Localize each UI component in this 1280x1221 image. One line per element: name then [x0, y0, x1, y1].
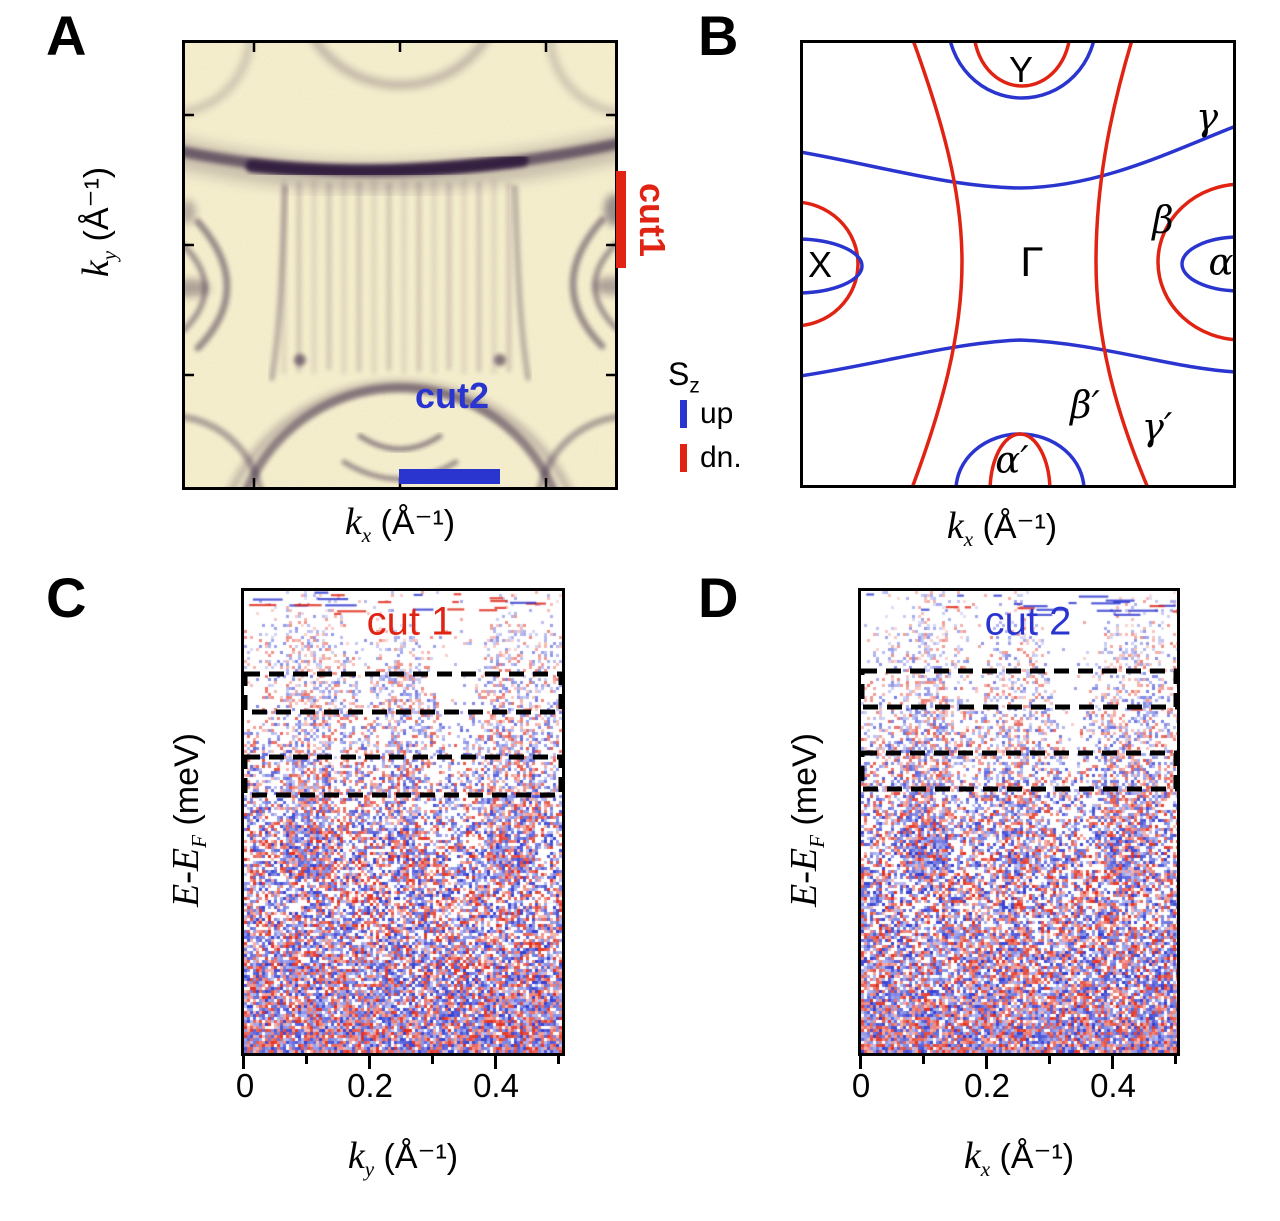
cut2-marker-bar	[399, 469, 500, 484]
band-label-beta-prime: β′	[1070, 383, 1100, 427]
panel-c-xlabel-unit: (Å⁻¹)	[374, 1138, 459, 1177]
panel-a-ylabel-symbol: k	[75, 260, 118, 278]
panel-d-xtick-minor	[1048, 1056, 1051, 1064]
panel-c-xlabel-subscript: y	[364, 1156, 375, 1181]
panel-d-xtick-label-04: 0.4	[1090, 1067, 1136, 1104]
spin-legend-subscript: z	[689, 374, 700, 398]
panel-a-ylabel-subscript: y	[96, 250, 121, 261]
integration-window-box-1	[242, 671, 564, 715]
panel-c-xtick-minor	[431, 1056, 434, 1064]
panel-d-xtick-02	[985, 1056, 988, 1069]
x-pocket-blue-curve	[800, 237, 864, 295]
panel-a-fermi-map	[182, 40, 618, 490]
panel-b-xlabel: kx (Å⁻¹)	[947, 504, 1057, 552]
panel-b-schematic	[800, 40, 1236, 488]
panel-d-xtick-0	[859, 1056, 862, 1069]
spin-legend-symbol: S	[668, 356, 690, 392]
panel-d-ylabel-symbol: E-E	[783, 847, 826, 907]
panel-c-xlabel: ky (Å⁻¹)	[348, 1134, 458, 1182]
alpha-prime-pocket-red-curve	[988, 432, 1052, 488]
panel-b-letter: B	[698, 4, 739, 67]
right-red-band-curve	[1094, 40, 1150, 488]
panel-a-xlabel-symbol: k	[344, 501, 362, 544]
panel-c-xtick-0	[242, 1056, 245, 1069]
panel-d-xlabel: kx (Å⁻¹)	[964, 1134, 1074, 1182]
integration-window-box-2	[242, 754, 564, 798]
panel-d-overlay	[859, 668, 1179, 792]
band-label-Gamma: Γ	[1020, 238, 1044, 285]
panel-c-xtick-minor	[305, 1056, 308, 1064]
band-label-gamma-prime: γ′	[1141, 405, 1173, 449]
band-label-alpha-prime: α′	[995, 438, 1029, 482]
integration-window-box-2	[859, 750, 1179, 792]
band-curves	[800, 40, 1236, 488]
y-pocket-blue-curve	[948, 40, 1096, 100]
panel-c-spin-map-canvas	[244, 591, 562, 1053]
panel-c-xtick-04	[494, 1056, 497, 1069]
panel-d-spin-map-canvas	[861, 591, 1177, 1053]
band-label-X: X	[807, 244, 833, 285]
gamma-band-blue-curve	[800, 124, 1236, 190]
panel-b-xlabel-unit: (Å⁻¹)	[973, 508, 1058, 547]
panel-a-ylabel-unit: (Å⁻¹)	[78, 166, 117, 251]
panel-d-letter: D	[698, 566, 739, 629]
alpha-pocket-blue-curve	[1180, 235, 1236, 293]
beta-pocket-red-curve	[1156, 182, 1236, 342]
panel-c-xtick-minor	[557, 1056, 560, 1064]
cut1-marker-label: cut1	[632, 182, 673, 258]
panel-a-ylabel: ky (Å⁻¹)	[74, 167, 122, 277]
map-grain-texture	[182, 40, 618, 490]
panel-d-xtick-minor	[1174, 1056, 1177, 1064]
panel-c-plot	[241, 588, 565, 1056]
panel-c-ylabel: E-EF (meV)	[164, 733, 212, 907]
panel-a-xlabel: kx (Å⁻¹)	[345, 500, 455, 548]
panel-b-xlabel-symbol: k	[946, 505, 964, 548]
panel-d-xtick-label-0: 0	[851, 1067, 871, 1104]
panel-c-ylabel-unit: (meV)	[168, 733, 207, 836]
panel-c-title: cut 1	[366, 599, 454, 644]
spin-dn-legend-swatch	[680, 444, 687, 472]
spin-up-legend-swatch	[680, 400, 687, 428]
panel-d-plot	[858, 588, 1180, 1056]
integration-window-box-1	[859, 668, 1179, 710]
band-label-alpha: α	[1208, 240, 1234, 284]
gamma-prime-band-blue-curve	[800, 338, 1236, 378]
panel-a-xlabel-subscript: x	[361, 522, 372, 547]
panel-c-xtick-label-04: 0.4	[473, 1067, 519, 1104]
panel-b-xlabel-subscript: x	[963, 526, 974, 551]
panel-c-overlay	[242, 671, 564, 798]
panel-c-xlabel-symbol: k	[347, 1135, 365, 1178]
panel-d-xtick-04	[1111, 1056, 1114, 1069]
left-red-band-curve	[910, 40, 964, 488]
panel-d-xtick-label-02: 0.2	[964, 1067, 1010, 1104]
panel-c-xtick-label-02: 0.2	[347, 1067, 393, 1104]
spin-dn-legend-label: dn.	[700, 441, 742, 474]
panel-d-ylabel: E-EF (meV)	[782, 733, 830, 907]
cut1-marker-bar	[616, 171, 626, 268]
panel-d-xlabel-symbol: k	[963, 1135, 981, 1178]
panel-d-title: cut 2	[984, 599, 1072, 644]
band-label-gamma: γ	[1195, 95, 1219, 139]
panel-c-ylabel-subscript: F	[186, 835, 211, 848]
panel-d-ylabel-subscript: F	[804, 835, 829, 848]
panel-c-xtick-02	[368, 1056, 371, 1069]
panel-d-xtick-minor	[922, 1056, 925, 1064]
panel-c-xtick-label-0: 0	[235, 1067, 255, 1104]
spin-up-legend-label: up	[700, 397, 734, 430]
panel-c-letter: C	[46, 566, 87, 629]
panel-b-frame	[800, 40, 1236, 488]
x-pocket-red-curve	[800, 200, 860, 328]
y-pocket-red-curve	[973, 40, 1071, 88]
panel-d-xlabel-subscript: x	[980, 1156, 991, 1181]
spin-legend-title: Sz	[668, 356, 700, 398]
panel-d-ylabel-unit: (meV)	[786, 733, 825, 836]
band-label-Y: Y	[1008, 49, 1034, 90]
panel-a-xlabel-unit: (Å⁻¹)	[371, 504, 456, 543]
panel-d-xlabel-unit: (Å⁻¹)	[990, 1138, 1075, 1177]
panel-a-letter: A	[46, 4, 87, 67]
panel-c-ylabel-symbol: E-E	[165, 847, 208, 907]
band-label-beta: β	[1152, 198, 1174, 242]
cut2-marker-label: cut2	[414, 375, 490, 416]
